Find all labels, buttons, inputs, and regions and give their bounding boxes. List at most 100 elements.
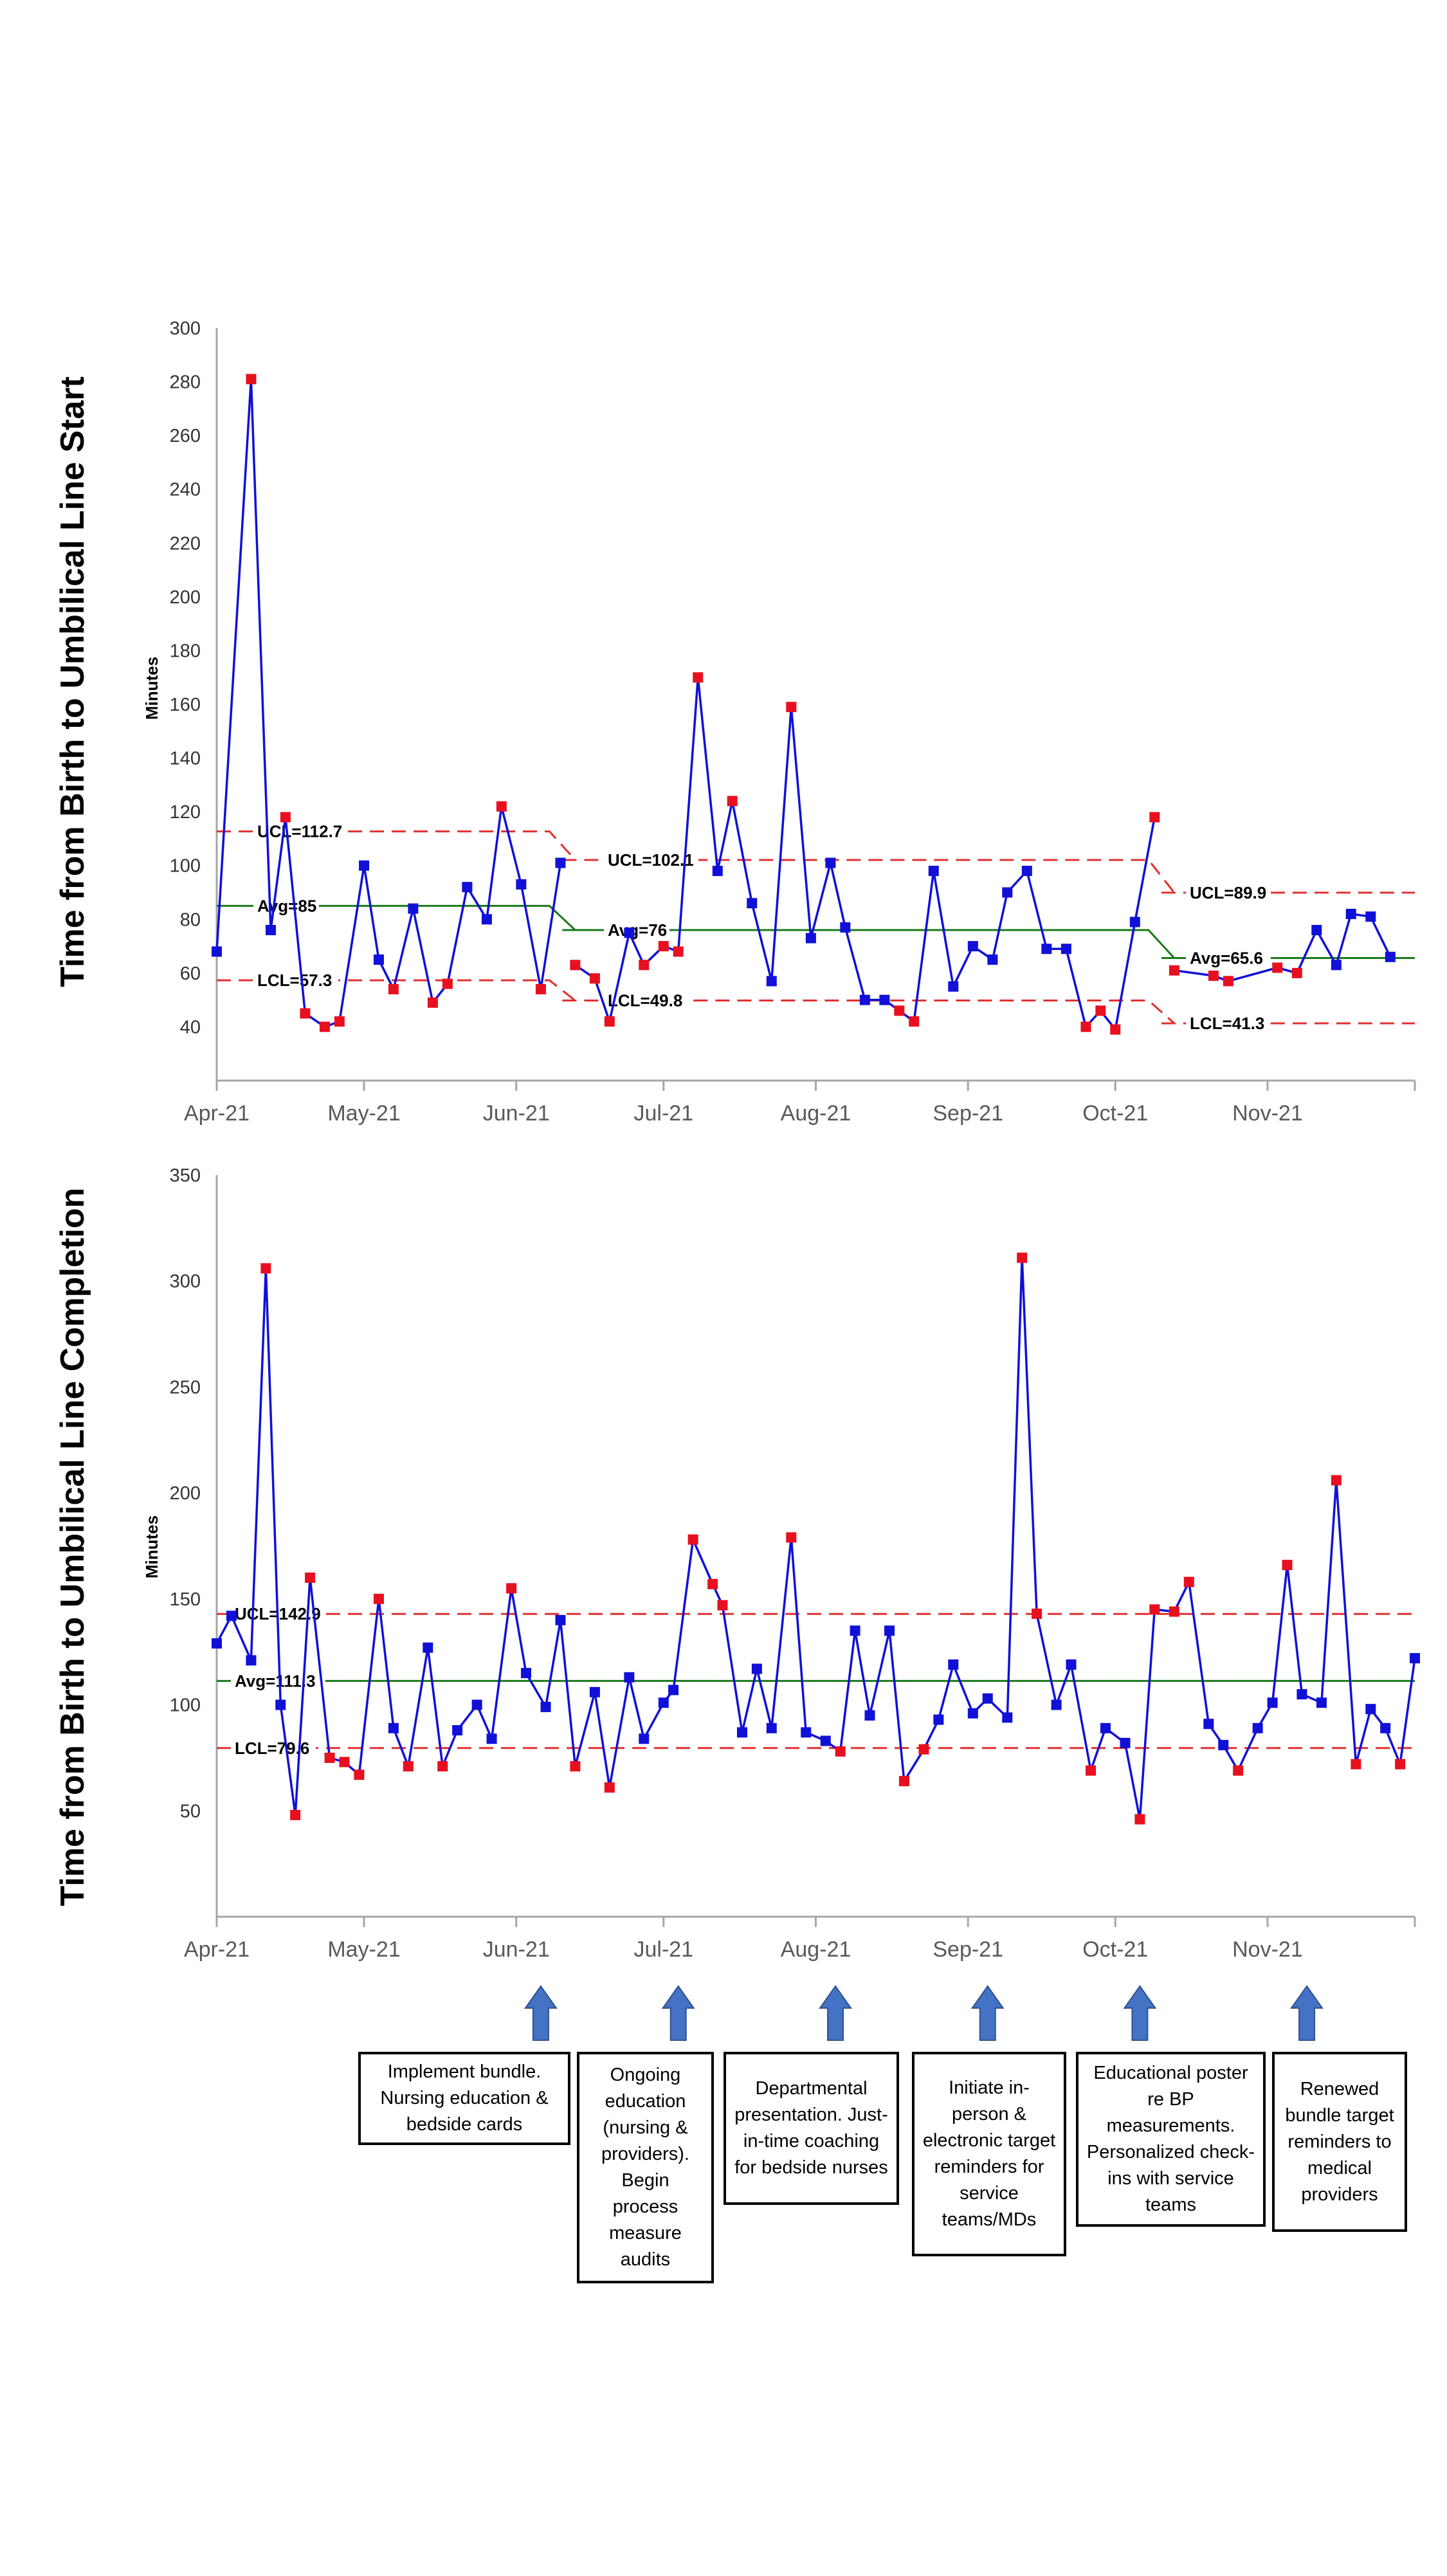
data-point — [604, 1016, 615, 1027]
data-point — [486, 1733, 497, 1744]
lcl-label-text: LCL=79.6 — [235, 1739, 309, 1758]
data-point — [1385, 951, 1396, 962]
lcl-label-bg — [604, 990, 689, 1011]
data-point — [1208, 971, 1219, 982]
x-tick-label: Apr-21 — [184, 1101, 250, 1126]
y-tick-label: 200 — [170, 1483, 201, 1504]
data-point — [319, 1021, 330, 1032]
data-point — [864, 1710, 875, 1721]
data-point — [339, 1757, 350, 1768]
data-point — [707, 1578, 718, 1589]
data-point — [825, 857, 836, 868]
data-point — [658, 1697, 669, 1708]
lcl-label-bg — [253, 970, 338, 991]
data-point — [570, 1761, 581, 1772]
data-point — [427, 997, 438, 1008]
avg-label: Avg=111.3 — [231, 1670, 325, 1692]
data-point — [1331, 1475, 1342, 1486]
data-point — [1051, 1699, 1062, 1710]
data-point — [403, 1761, 414, 1772]
data-point — [1311, 925, 1322, 935]
data-point — [801, 1727, 812, 1738]
data-point — [840, 922, 851, 933]
data-point — [736, 1727, 747, 1738]
ucl-label: UCL=89.9 — [1186, 882, 1271, 903]
data-point — [1267, 1697, 1278, 1708]
data-point — [1331, 960, 1342, 971]
x-tick-label: Jun-21 — [483, 1937, 550, 1962]
avg-label: Avg=65.6 — [1186, 947, 1271, 969]
data-point — [246, 374, 257, 385]
data-point — [1086, 1765, 1097, 1776]
y-tick-label: 160 — [170, 695, 201, 715]
x-tick-label: Sep-21 — [933, 1101, 1003, 1126]
data-point — [1345, 908, 1356, 919]
y-tick-label: 80 — [180, 909, 201, 930]
data-point — [658, 941, 669, 952]
data-point — [1134, 1814, 1145, 1825]
data-point — [1017, 1252, 1028, 1263]
avg-label: Avg=76 — [604, 920, 669, 940]
series-line — [215, 1256, 1416, 1821]
data-point — [673, 946, 684, 957]
up-arrow-icon — [523, 1985, 558, 2041]
y-tick-label: 40 — [180, 1017, 201, 1037]
avg-label-text: Avg=65.6 — [1190, 948, 1263, 967]
data-point — [766, 1722, 777, 1733]
data-point — [423, 1642, 433, 1653]
control-limits: UCL=112.7 Avg=85 LCL=57.3 UCL=102.1 Avg=76 LC… — [217, 821, 1415, 1034]
data-point — [555, 1614, 566, 1625]
y-tick-label: 120 — [170, 802, 201, 823]
data-point — [1282, 1560, 1293, 1571]
chart-2: Time from Birth to Umbilical Line Comple… — [54, 1165, 1420, 1962]
chart-1: Time from Birth to Umbilical Line Start M… — [54, 318, 1416, 1126]
data-point — [589, 1686, 600, 1697]
data-point — [1129, 917, 1140, 927]
y-tick-label: 300 — [170, 318, 201, 339]
lcl-label-text: LCL=57.3 — [257, 971, 332, 990]
data-point — [1380, 1722, 1391, 1733]
data-point — [481, 914, 492, 925]
x-tick-label: May-21 — [327, 1101, 400, 1126]
ucl-line — [562, 859, 1176, 893]
data-point — [521, 1668, 532, 1679]
data-point — [471, 1699, 482, 1710]
data-point — [639, 960, 650, 971]
y-tick-label: 100 — [170, 856, 201, 877]
intervention-box: Ongoing education (nursing & providers).… — [577, 2052, 714, 2283]
x-tick-label: Nov-21 — [1232, 1101, 1303, 1126]
data-point — [388, 1722, 399, 1733]
data-point — [1351, 1758, 1361, 1769]
data-point — [1100, 1722, 1111, 1733]
data-point — [246, 1655, 257, 1666]
x-tick-label: Aug-21 — [781, 1101, 851, 1126]
y-tick-label: 300 — [170, 1272, 201, 1292]
data-point — [260, 1263, 271, 1274]
data-point — [1032, 1608, 1042, 1619]
intervention-box: Departmental presentation. Just-in-time … — [724, 2052, 899, 2205]
intervention-box: Educational poster re BP measurements. P… — [1076, 2052, 1266, 2227]
lcl-label-text: LCL=41.3 — [1190, 1014, 1264, 1033]
avg-label-text: Avg=111.3 — [235, 1671, 316, 1690]
data-point — [1021, 866, 1032, 877]
data-point — [452, 1725, 463, 1736]
data-point — [687, 1534, 698, 1545]
data-point — [462, 882, 473, 893]
data-point — [212, 946, 222, 957]
lcl-label-bg — [1186, 1012, 1271, 1034]
data-point — [884, 1625, 895, 1636]
lcl-label: LCL=57.3 — [253, 970, 338, 991]
y-tick-label: 150 — [170, 1589, 201, 1610]
data-point — [918, 1744, 929, 1755]
y-tick-label: 140 — [170, 749, 201, 769]
data-point — [982, 1693, 993, 1704]
data-point — [712, 866, 723, 877]
data-point — [898, 1776, 909, 1787]
data-point — [1002, 887, 1013, 898]
data-point — [933, 1714, 944, 1725]
data-point — [1316, 1697, 1327, 1708]
data-point — [1297, 1689, 1307, 1700]
data-point — [948, 1659, 959, 1670]
data-point — [1252, 1722, 1263, 1733]
